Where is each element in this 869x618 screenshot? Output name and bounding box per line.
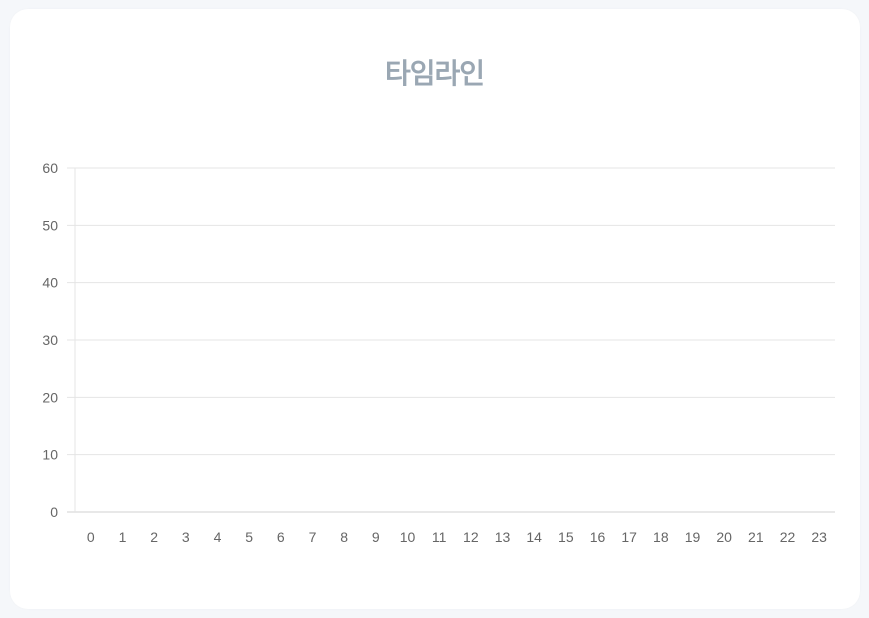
x-tick-label: 12 [463, 529, 479, 545]
x-tick-label: 0 [87, 529, 95, 545]
x-tick-label: 1 [119, 529, 127, 545]
y-tick-label: 60 [42, 160, 58, 176]
y-tick-label: 20 [42, 389, 58, 405]
y-tick-label: 10 [42, 447, 58, 463]
x-tick-label: 3 [182, 529, 190, 545]
x-tick-label: 21 [748, 529, 764, 545]
y-tick-label: 0 [50, 504, 58, 520]
x-tick-label: 22 [780, 529, 796, 545]
x-tick-label: 4 [214, 529, 222, 545]
x-tick-label: 9 [372, 529, 380, 545]
x-tick-label: 13 [495, 529, 511, 545]
x-tick-label: 7 [309, 529, 317, 545]
x-tick-label: 16 [590, 529, 606, 545]
y-tick-labels: 0 10 20 30 40 50 60 [42, 160, 58, 520]
x-tick-labels: 0 1 2 3 4 5 6 7 8 9 10 11 12 13 14 15 16 17 18 19 20 21 22 23 [87, 529, 827, 545]
x-tick-label: 15 [558, 529, 574, 545]
y-tick-label: 40 [42, 275, 58, 291]
y-tick-label: 30 [42, 332, 58, 348]
x-tick-label: 10 [400, 529, 416, 545]
chart-card [10, 9, 860, 609]
x-tick-label: 2 [150, 529, 158, 545]
chart-title: 타임라인 [384, 57, 485, 90]
x-tick-label: 14 [526, 529, 542, 545]
x-tick-label: 18 [653, 529, 669, 545]
x-tick-label: 17 [621, 529, 637, 545]
x-tick-label: 8 [340, 529, 348, 545]
x-tick-label: 5 [245, 529, 253, 545]
grid-lines [67, 167, 835, 513]
x-tick-label: 6 [277, 529, 285, 545]
x-tick-label: 11 [432, 529, 447, 545]
x-tick-label: 23 [811, 529, 827, 545]
x-tick-label: 19 [685, 529, 701, 545]
y-tick-label: 50 [42, 217, 58, 233]
x-tick-label: 20 [716, 529, 732, 545]
